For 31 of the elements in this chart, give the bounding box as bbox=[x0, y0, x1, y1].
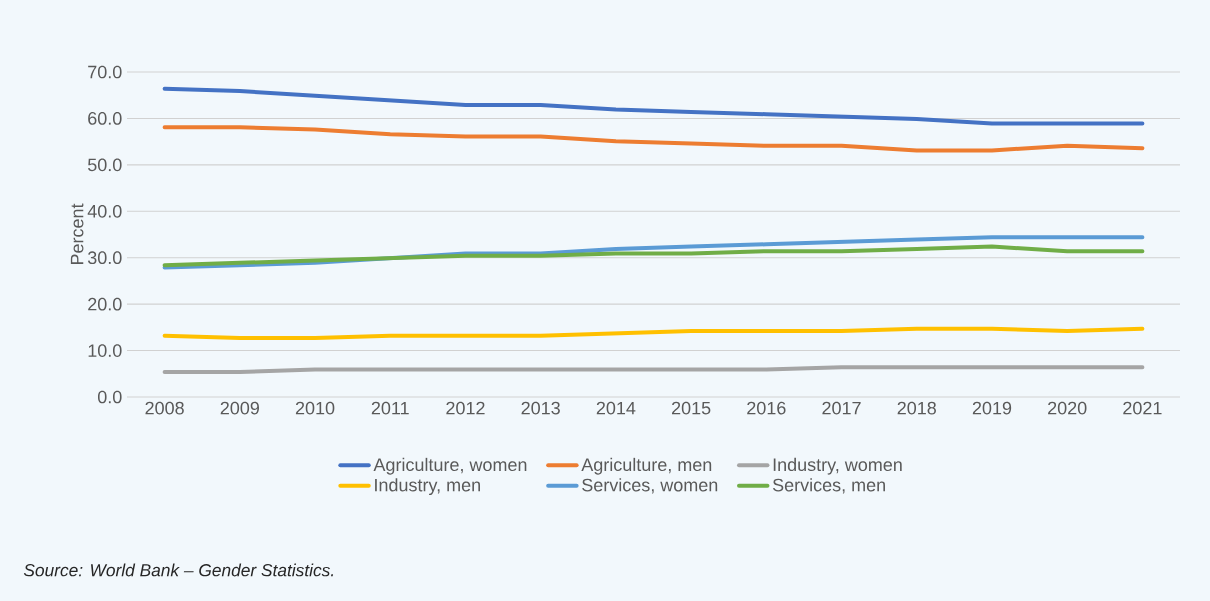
x-tick-label: 2009 bbox=[220, 401, 259, 415]
y-tick-label: 30.0 bbox=[87, 251, 122, 265]
x-tick-label: 2018 bbox=[897, 401, 936, 415]
x-tick-label: 2020 bbox=[1048, 401, 1087, 415]
x-tick-label: 2012 bbox=[446, 401, 485, 415]
y-tick-label: 70.0 bbox=[88, 65, 122, 79]
x-tick-label: 2014 bbox=[596, 401, 636, 415]
legend-label: Agriculture, women bbox=[373, 457, 527, 475]
x-tick-label: 2019 bbox=[972, 401, 1012, 415]
y-tick-label: 60.0 bbox=[88, 112, 122, 125]
legend-label: Industry, women bbox=[773, 457, 902, 475]
y-tick-label: 10.0 bbox=[88, 344, 122, 357]
y-axis-title: Percent bbox=[70, 203, 84, 265]
x-tick-label: 2011 bbox=[371, 401, 409, 415]
x-tick-label: 2015 bbox=[671, 401, 711, 415]
legend-label: Services, women bbox=[582, 478, 718, 494]
x-tick-label: 2013 bbox=[521, 401, 560, 415]
x-tick-label: 2008 bbox=[145, 401, 184, 415]
y-tick-label: 40.0 bbox=[87, 204, 122, 218]
x-tick-label: 2016 bbox=[747, 401, 786, 415]
line-series bbox=[162, 125, 1145, 153]
y-tick-label: 0.0 bbox=[97, 390, 122, 404]
text: Source: World Bank – Gender Statistics. bbox=[23, 563, 334, 577]
x-tick-label: 2010 bbox=[295, 401, 335, 415]
y-tick-label: 50.0 bbox=[87, 158, 122, 172]
legend-label: Agriculture, men bbox=[581, 457, 712, 475]
y-tick-label: 20.0 bbox=[88, 297, 122, 311]
x-tick-label: 2021 bbox=[1123, 401, 1162, 415]
x-tick-label: 2017 bbox=[822, 401, 861, 415]
legend-label: Industry, men bbox=[375, 478, 480, 496]
legend-label: Services, men bbox=[772, 478, 885, 494]
